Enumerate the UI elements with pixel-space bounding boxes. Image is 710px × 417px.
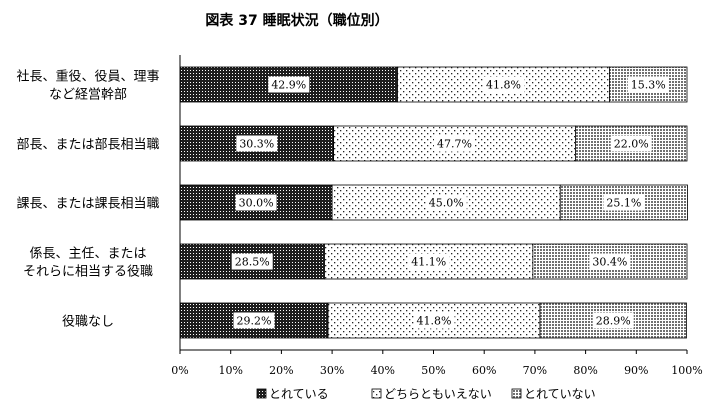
category-label-line: など経営幹部 [49,87,127,103]
data-label-box [408,253,450,270]
x-tick-label: 60% [472,364,496,377]
data-label: 41.8% [417,315,452,328]
category-label: 社長、重役、役員、理事など経営幹部 [16,69,159,103]
data-label: 41.1% [411,256,446,269]
data-label-box [589,253,631,270]
chart-title: 図表 37 睡眠状況（職位別） [205,12,388,29]
data-label-box [413,312,455,329]
x-tick-label: 90% [624,364,648,377]
x-tick-label: 40% [371,364,395,377]
x-tick-label: 100% [671,364,702,377]
data-label: 30.0% [239,197,274,210]
bar-segment [532,243,688,280]
data-label-box [483,76,524,93]
data-label: 42.9% [271,79,306,92]
legend-swatch [371,388,382,399]
data-label: 22.0% [614,138,649,151]
category-label-line: 役職なし [62,315,114,330]
data-label-box [610,135,652,152]
category-label-line: 係長、主任、または [29,247,146,262]
data-label-box [235,194,277,211]
data-label: 15.3% [631,79,666,92]
data-label-box [627,76,669,93]
category-label-line: 課長、または課長相当職 [16,196,159,212]
data-label-box [233,312,275,329]
data-label: 47.7% [437,138,472,151]
data-label-box [603,194,645,211]
category-label: 係長、主任、またはそれらに相当する役職 [23,247,153,280]
data-label: 30.3% [239,138,274,151]
data-label: 45.0% [429,197,464,210]
x-tick-label: 50% [421,364,445,377]
legend-swatch [511,388,522,399]
data-label: 28.5% [235,256,270,269]
legend-label: とれていない [524,387,596,401]
data-label: 30.4% [592,256,627,269]
data-label-box [231,253,273,270]
bar-segment [539,302,687,339]
category-label: 課長、または課長相当職 [16,196,159,212]
legend-label: どちらともいえない [384,387,492,401]
data-label: 29.2% [237,315,272,328]
x-tick-label: 30% [320,364,344,377]
x-tick-label: 0% [171,364,188,377]
data-label-box [236,135,278,152]
x-tick-label: 80% [573,364,597,377]
data-label: 28.9% [596,315,631,328]
category-label-line: 部長、または部長相当職 [16,138,159,153]
data-label-box [425,194,467,211]
legend-swatch [256,388,267,399]
data-label: 25.1% [606,197,641,210]
category-label-line: それらに相当する役職 [23,265,153,280]
legend-label: とれている [269,387,329,401]
data-label-box [434,135,475,152]
bar-segment [397,66,610,103]
data-label: 41.8% [486,79,521,92]
data-label-box [592,312,634,329]
x-tick-label: 70% [523,364,547,377]
x-tick-label: 20% [269,364,293,377]
category-label: 役職なし [62,315,114,330]
category-label: 部長、または部長相当職 [16,138,159,153]
category-label-line: 社長、重役、役員、理事 [16,69,159,85]
data-label-box [268,76,310,93]
x-tick-label: 10% [218,364,242,377]
